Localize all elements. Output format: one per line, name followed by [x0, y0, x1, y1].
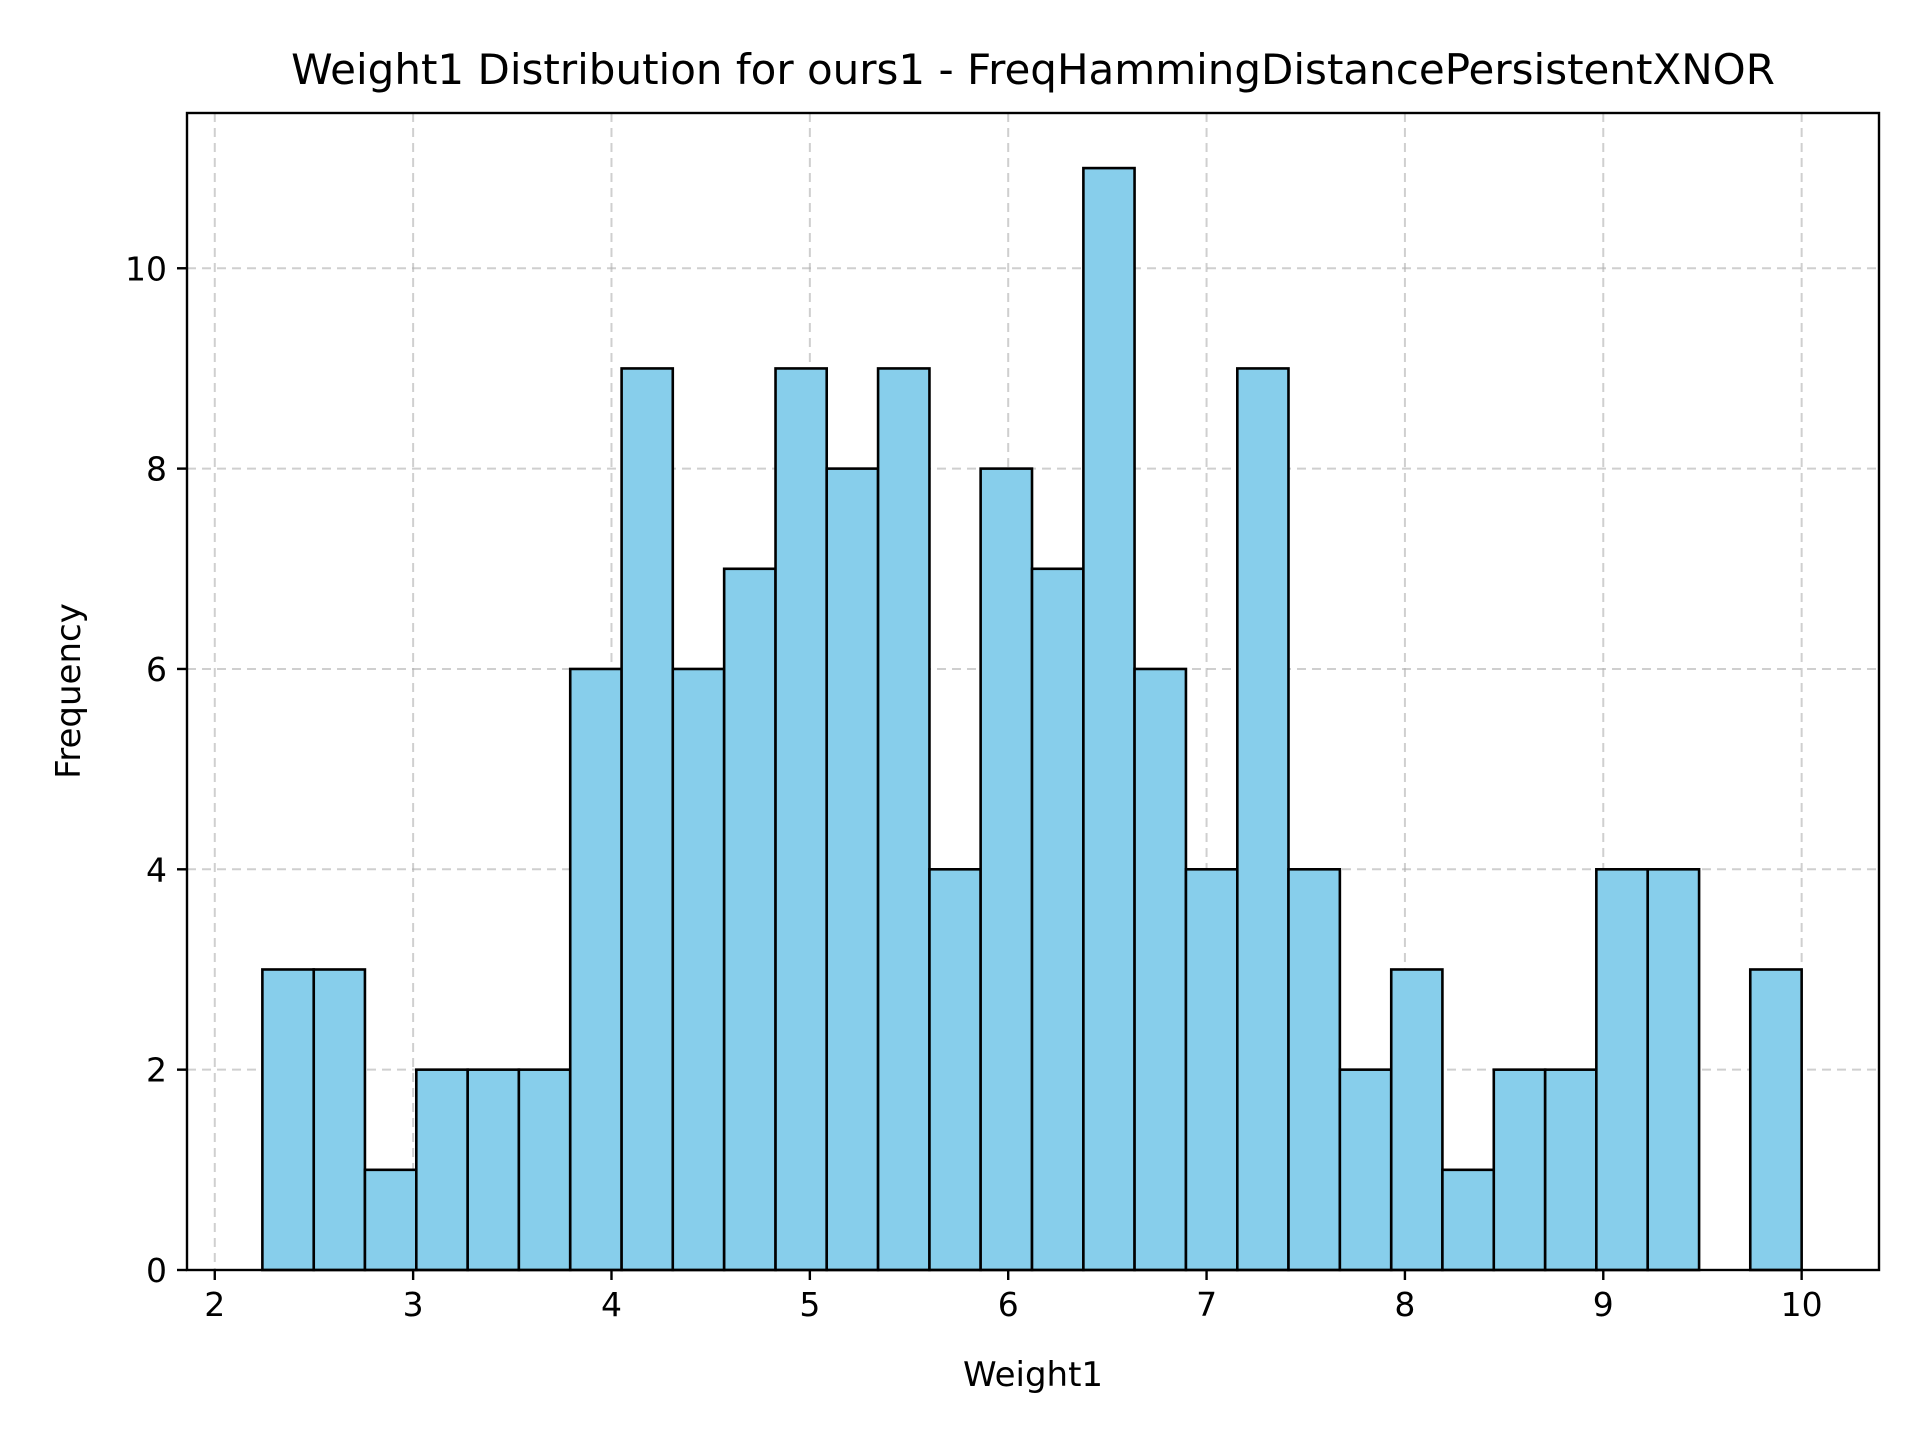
histogram-bar-19	[1184, 868, 1239, 1272]
histogram-bar-5	[466, 1068, 521, 1272]
x-tick-label-7: 7	[1196, 1285, 1217, 1324]
x-tick-label-3: 3	[403, 1285, 424, 1324]
histogram-bar-23	[1389, 968, 1444, 1272]
histogram-bar-1	[261, 968, 316, 1272]
histogram-bar-28	[1646, 868, 1701, 1272]
histogram-bar-12	[825, 467, 880, 1272]
histogram-bar-10	[722, 567, 777, 1272]
histogram-bar-11	[774, 367, 829, 1272]
histogram-bar-16	[1030, 567, 1085, 1272]
histogram-bar-18	[1133, 667, 1188, 1272]
histogram-bar-7	[568, 667, 623, 1272]
histogram-bar-14	[928, 868, 982, 1272]
histogram-bar-30	[1748, 968, 1803, 1272]
histogram-bar-2	[312, 968, 367, 1272]
x-tick-label-9: 9	[1593, 1285, 1614, 1324]
histogram-bar-26	[1543, 1068, 1598, 1272]
y-tick-label-4: 4	[146, 850, 167, 889]
histogram-bars	[261, 166, 1803, 1272]
x-tick-label-2: 2	[204, 1285, 225, 1324]
x-tick-label-6: 6	[998, 1285, 1019, 1324]
y-tick-label-10: 10	[125, 249, 167, 288]
histogram-bar-4	[415, 1068, 469, 1272]
x-tick-label-8: 8	[1394, 1285, 1415, 1324]
histogram-bar-21	[1287, 868, 1342, 1272]
y-axis-label: Frequency	[49, 603, 89, 779]
histogram-bar-25	[1492, 1068, 1547, 1272]
histogram-bar-6	[517, 1068, 572, 1272]
y-tick-label-8: 8	[146, 450, 167, 489]
plot-frame	[185, 111, 1881, 1272]
histogram-bar-27	[1595, 868, 1650, 1272]
x-tick-label-5: 5	[799, 1285, 820, 1324]
histogram-bar-20	[1236, 367, 1290, 1272]
x-tick-label-4: 4	[601, 1285, 622, 1324]
histogram-bar-17	[1082, 166, 1136, 1272]
x-axis-label: Weight1	[963, 1355, 1103, 1395]
y-tick-label-6: 6	[146, 650, 167, 689]
y-tick-label-2: 2	[146, 1051, 167, 1090]
y-tick-label-0: 0	[146, 1251, 167, 1290]
histogram-bar-9	[671, 667, 726, 1272]
x-tick-label-10: 10	[1781, 1285, 1823, 1324]
histogram-bar-8	[620, 367, 675, 1272]
chart-title: Weight1 Distribution for ours1 - FreqHam…	[291, 45, 1775, 94]
histogram-bar-13	[876, 367, 931, 1272]
histogram-bar-22	[1338, 1068, 1393, 1272]
histogram-bar-15	[979, 467, 1034, 1272]
histogram-bar-24	[1441, 1168, 1496, 1272]
histogram-bar-3	[363, 1168, 418, 1272]
